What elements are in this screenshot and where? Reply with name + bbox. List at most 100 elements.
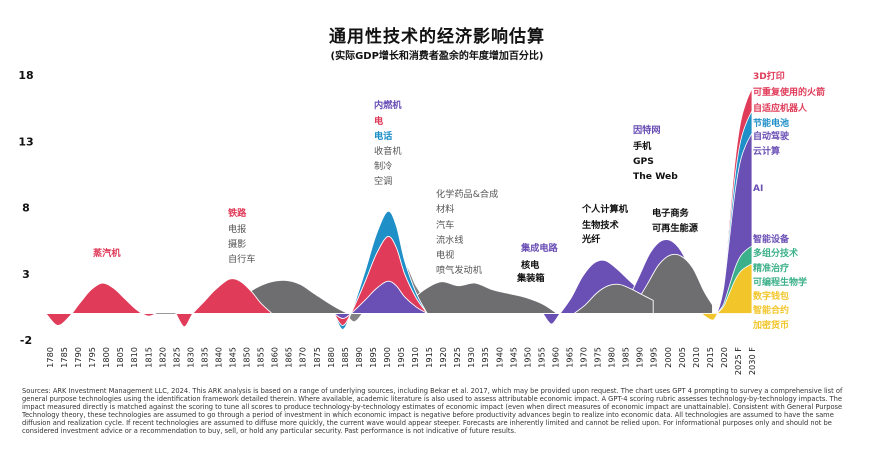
- x-tick-label: 1920: [438, 347, 448, 368]
- legend-item-ai: AI: [753, 184, 763, 194]
- annotation-铁路: 铁路: [228, 207, 247, 219]
- annotation-个人计算机: 个人计算机: [581, 203, 629, 215]
- annotation-材料: 材料: [436, 203, 454, 215]
- x-tick-label: 1935: [480, 347, 490, 368]
- x-tick-label: 2005: [677, 347, 687, 368]
- x-tick-label: 2000: [663, 347, 673, 368]
- annotation-喷气发动机: 喷气发动机: [436, 264, 482, 276]
- legend-item-节能电池: 节能电池: [753, 117, 789, 129]
- legend-item-精准治疗: 精准治疗: [753, 262, 789, 274]
- annotation-电: 电: [374, 115, 384, 127]
- legend-item-数字钱包: 数字钱包: [753, 290, 789, 302]
- legend-item-可重复使用的火箭: 可重复使用的火箭: [753, 86, 825, 98]
- series-area-1: [175, 278, 274, 328]
- y-tick-label: 18: [18, 69, 33, 82]
- x-tick-label: 1965: [564, 347, 574, 368]
- x-tick-label: 1925: [452, 347, 462, 368]
- x-tick-label: 1855: [256, 347, 266, 368]
- annotation-内燃机: 内燃机: [374, 99, 402, 111]
- x-tick-label: 1865: [284, 347, 294, 368]
- legend-item-自适应机器人: 自适应机器人: [753, 102, 808, 114]
- source-footnote: Sources: ARK Investment Management LLC, …: [22, 387, 843, 436]
- x-tick-label: 1990: [635, 347, 645, 368]
- x-tick-label: 1945: [508, 347, 518, 368]
- x-tick-label: 1970: [579, 347, 589, 368]
- annotation-集成电路: 集成电路: [520, 242, 559, 254]
- area-series-group: [44, 210, 713, 330]
- x-tick-label: 1860: [270, 347, 280, 368]
- x-tick-label: 1950: [522, 347, 532, 368]
- annotation-制冷: 制冷: [374, 160, 392, 172]
- y-tick-label: 3: [22, 268, 30, 281]
- x-tick-label: 1785: [59, 347, 69, 368]
- series-area-1975-gray: [572, 283, 654, 314]
- x-tick-label: 1880: [326, 347, 336, 368]
- x-tick-label: 1885: [340, 347, 350, 368]
- x-tick-label: 1815: [143, 347, 153, 368]
- annotation-因特网: 因特网: [633, 124, 661, 136]
- x-tick-label: 2025 F: [733, 347, 743, 375]
- modern-layer-4: [699, 263, 753, 321]
- x-tick-label: 1850: [242, 347, 252, 368]
- x-tick-label: 1835: [199, 347, 209, 368]
- x-tick-label: 2015: [705, 347, 715, 368]
- chart-canvas: 18 13 8 3 -2 1780 1785 1790 1795 1800 1805 1810 1815…: [18, 69, 825, 375]
- annotation-蒸汽机: 蒸汽机: [93, 247, 121, 259]
- x-tick-label: 1890: [354, 347, 364, 368]
- x-tick-label: 1795: [87, 347, 97, 368]
- annotation-生物技术: 生物技术: [582, 219, 620, 231]
- legend-item-多组分技术: 多组分技术: [753, 247, 798, 259]
- annotation-集装箱: 集装箱: [516, 272, 545, 284]
- annotation-可再生能源: 可再生能源: [652, 222, 699, 234]
- legend-item-可编程生物学: 可编程生物学: [753, 276, 807, 288]
- legend-item-加密货币: 加密货币: [752, 319, 789, 331]
- x-tick-label: 2020: [719, 347, 729, 368]
- x-tick-label: 1870: [298, 347, 308, 368]
- annotation-手机: 手机: [633, 140, 652, 152]
- annotation-the-web: The Web: [633, 171, 678, 182]
- x-tick-label: 1910: [410, 347, 420, 368]
- series-area-1900-purple: [333, 280, 429, 319]
- annotation-化学药品-合成: 化学药品&合成: [436, 188, 498, 200]
- annotation-电话: 电话: [374, 130, 392, 142]
- x-tick-label: 1975: [593, 347, 603, 368]
- legend-item-云计算: 云计算: [753, 145, 780, 157]
- x-tick-label: 1780: [45, 347, 55, 368]
- legend-item-智能合约: 智能合约: [753, 304, 789, 316]
- x-tick-label: 1845: [228, 347, 238, 368]
- annotation-核电: 核电: [521, 259, 540, 271]
- x-tick-label: 1900: [382, 347, 392, 368]
- annotation-自行车: 自行车: [228, 253, 256, 265]
- chart-subtitle: (实际GDP增长和消费者盈余的年度增加百分比): [330, 51, 544, 62]
- x-tick-label: 1930: [466, 347, 476, 368]
- x-tick-label: 1980: [607, 347, 617, 368]
- annotation-电视: 电视: [436, 249, 454, 261]
- y-tick-label: 13: [18, 135, 33, 148]
- x-tick-label: 1790: [73, 347, 83, 368]
- annotation-电报: 电报: [228, 223, 246, 235]
- x-tick-label: 1960: [550, 347, 560, 368]
- annotation-空调: 空调: [374, 175, 392, 187]
- legend-item-自动驾驶: 自动驾驶: [753, 130, 790, 142]
- x-tick-label: 1820: [157, 347, 167, 368]
- annotation-收音机: 收音机: [374, 145, 402, 157]
- axes: 18 13 8 3 -2 1780 1785 1790 1795 1800 1805 1810 1815…: [18, 69, 757, 375]
- annotation-光纤: 光纤: [581, 233, 601, 245]
- annotation-电子商务: 电子商务: [652, 207, 690, 219]
- x-tick-label: 2030 F: [747, 347, 757, 375]
- x-tick-label: 1985: [621, 347, 631, 368]
- annotation-汽车: 汽车: [436, 219, 454, 231]
- x-tick-label: 1995: [649, 347, 659, 368]
- annotation-流水线: 流水线: [436, 234, 464, 246]
- chart-title: 通用性技术的经济影响估算: [329, 27, 545, 47]
- x-tick-label: 1810: [129, 347, 139, 368]
- annotation-摄影: 摄影: [228, 238, 246, 250]
- x-tick-label: 2010: [691, 347, 701, 368]
- x-tick-label: 1825: [171, 347, 181, 368]
- x-tick-label: 1915: [424, 347, 434, 368]
- x-tick-label: 1895: [368, 347, 378, 368]
- y-tick-label: -2: [20, 334, 32, 347]
- legend-item-智能设备: 智能设备: [753, 233, 790, 245]
